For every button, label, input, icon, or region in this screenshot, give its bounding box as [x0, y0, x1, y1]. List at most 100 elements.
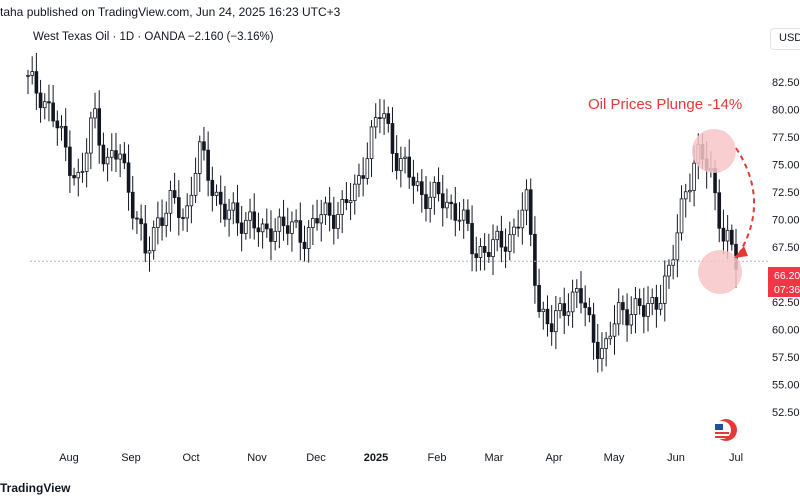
candle-body: [109, 150, 114, 158]
candle-body: [30, 71, 34, 76]
candle-body: [545, 308, 550, 325]
candle-body: [210, 179, 215, 196]
price-axis[interactable]: 82.5080.0077.5075.0072.5070.0067.5065.00…: [772, 77, 800, 419]
candle-body: [202, 141, 206, 151]
price-chart[interactable]: 82.5080.0077.5075.0072.5070.0067.5065.00…: [0, 0, 800, 476]
candle-body: [72, 175, 76, 179]
candle-body: [319, 214, 324, 224]
time-axis[interactable]: Aug Sep Oct Nov Dec 2025 Feb Mar Apr May Jun Jul: [59, 452, 743, 464]
candle-body: [595, 341, 600, 359]
candle-body: [537, 284, 541, 313]
candle-body: [248, 211, 252, 221]
candle-body: [717, 192, 722, 229]
candle-body: [554, 310, 558, 333]
candle-body: [63, 125, 68, 148]
candle-body: [206, 149, 210, 181]
price-tag: 66.20 07:36: [768, 267, 800, 297]
candle-body: [625, 309, 629, 326]
candle-body: [26, 75, 30, 77]
candle-body: [399, 158, 403, 171]
candle-body: [428, 196, 432, 209]
y-tick-label: 82.50: [772, 77, 800, 89]
candle-body: [629, 314, 634, 326]
candle-body: [591, 314, 596, 343]
candle-body: [130, 191, 135, 219]
candle-body: [608, 335, 613, 340]
candle-body: [340, 199, 345, 215]
us-flag-icon[interactable]: [713, 419, 737, 441]
candle-body: [725, 229, 730, 242]
candle-body: [298, 220, 303, 243]
candle-body: [168, 190, 173, 214]
candle-body: [491, 239, 495, 258]
candle-body: [269, 228, 273, 242]
candle-body: [302, 241, 307, 249]
candle-body: [260, 223, 265, 233]
candle-body: [244, 219, 248, 234]
x-tick-label: Mar: [485, 452, 504, 464]
candle-body: [583, 302, 587, 308]
candle-body: [172, 190, 177, 198]
candle-body: [126, 162, 131, 193]
candle-body: [658, 302, 663, 310]
candle-body: [424, 194, 428, 209]
candle-body: [273, 230, 277, 242]
y-tick-label: 55.00: [772, 380, 800, 392]
candle-body: [348, 200, 353, 204]
candle-body: [34, 71, 39, 94]
x-tick-label: Jun: [667, 452, 685, 464]
candle-body: [524, 189, 529, 211]
candle-body: [566, 311, 571, 316]
candle-body: [332, 214, 336, 229]
candle-body: [239, 222, 244, 234]
candle-body: [386, 113, 391, 124]
candle-body: [336, 214, 340, 229]
candle-body: [474, 253, 479, 258]
candle-body: [487, 252, 491, 258]
candle-body: [650, 297, 655, 304]
candle-body: [47, 101, 51, 104]
candle-body: [654, 297, 659, 310]
candle-body: [290, 221, 294, 234]
candle-body: [118, 153, 122, 160]
x-tick-label: Apr: [545, 452, 562, 464]
plunge-arrow: [735, 147, 756, 253]
candle-body: [621, 302, 625, 311]
candle-body: [419, 181, 424, 195]
candle-body: [93, 108, 97, 119]
symbol-info[interactable]: West Texas Oil · 1D · OANDA −2.160 (−3.1…: [33, 31, 274, 43]
candle-body: [143, 223, 148, 254]
candle-body: [432, 181, 437, 198]
candle-body: [579, 288, 583, 304]
candle-body: [160, 217, 164, 226]
candle-body: [436, 181, 441, 195]
candle-body: [151, 227, 156, 252]
peak-highlight: [692, 129, 736, 173]
candle-body: [177, 197, 181, 218]
candle-body: [361, 175, 365, 179]
candle-body: [394, 153, 399, 171]
candle-body: [461, 209, 466, 221]
candle-body: [193, 172, 198, 196]
x-tick-label: Nov: [247, 452, 267, 464]
candle-body: [562, 303, 567, 316]
candle-body: [373, 117, 378, 128]
x-tick-label: Jul: [729, 452, 743, 464]
tradingview-logo: TradingView: [0, 481, 71, 495]
x-tick-label: Feb: [428, 452, 447, 464]
y-tick-label: 75.00: [772, 160, 800, 172]
currency-button[interactable]: USD: [770, 28, 800, 50]
candle-body: [135, 217, 139, 220]
candle-body: [646, 303, 650, 317]
candle-body: [76, 172, 81, 179]
candle-body: [84, 152, 89, 172]
candle-body: [80, 171, 85, 173]
x-tick-label: 2025: [364, 452, 388, 464]
candle-body: [327, 202, 332, 216]
candle-body: [235, 202, 240, 224]
candle-body: [642, 305, 646, 317]
candle-body: [499, 230, 504, 248]
candle-body: [390, 123, 395, 154]
candle-body: [181, 217, 185, 219]
plunge-arrowhead: [734, 246, 748, 258]
